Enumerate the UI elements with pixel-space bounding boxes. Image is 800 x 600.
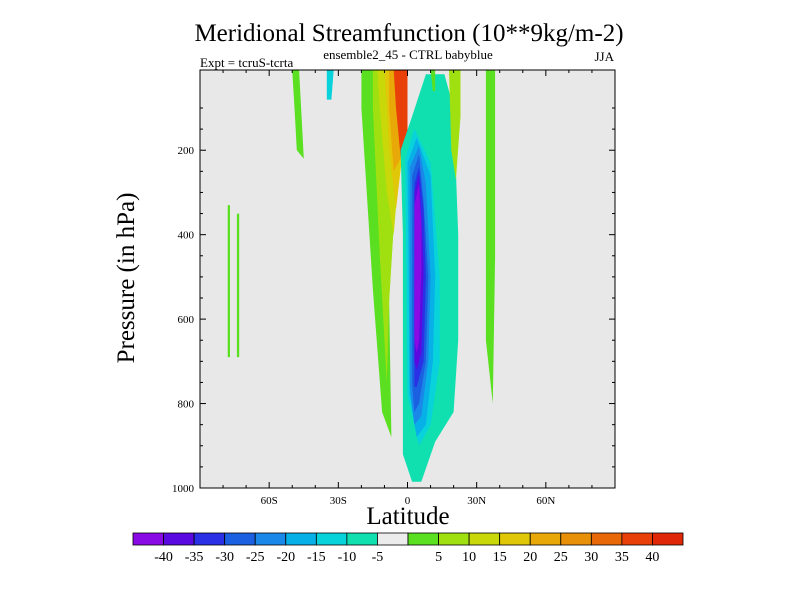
y-tick-label: 800 (178, 399, 195, 411)
contour-fill-group (227, 70, 496, 482)
contour-region-0 (227, 205, 230, 358)
contour-region-1 (236, 213, 240, 358)
colorbar-swatch (499, 532, 531, 546)
colorbar-label: 25 (554, 550, 568, 565)
colorbar-label: 20 (523, 550, 537, 565)
contour-region-9 (393, 70, 408, 157)
contour-region-3 (326, 70, 334, 100)
x-axis-label: Latitude (366, 503, 449, 530)
colorbar-swatch (407, 532, 439, 546)
colorbar-label: 5 (435, 550, 442, 565)
colorbar-swatch (590, 532, 623, 546)
colorbar-swatch (652, 532, 684, 546)
colorbar-swatch (285, 532, 317, 546)
colorbar-label: -40 (154, 550, 173, 565)
chart-subtitle: ensemble2_45 - CTRL babyblue (323, 47, 493, 62)
y-axis-label: Pressure (in hPa) (113, 193, 140, 364)
x-tick-label: 30S (330, 495, 347, 507)
colorbar-swatch (132, 532, 164, 546)
colorbar-swatch (224, 532, 256, 546)
colorbar (132, 532, 684, 546)
colorbar-label: 35 (615, 550, 629, 565)
contour-region-2 (292, 70, 304, 159)
experiment-annotation: Expt = tcruS-tcrta (200, 55, 293, 70)
contour-region-18 (430, 70, 436, 92)
colorbar-swatch (315, 532, 348, 546)
colorbar-label: -20 (276, 550, 295, 565)
colorbar-swatch (254, 532, 287, 546)
x-tick-label: 60S (261, 495, 278, 507)
colorbar-swatch (193, 532, 226, 546)
y-tick-label: 200 (178, 145, 195, 157)
colorbar-swatch (377, 532, 409, 546)
colorbar-label: -15 (307, 550, 326, 565)
colorbar-swatch (468, 532, 501, 546)
colorbar-label: 10 (462, 550, 476, 565)
colorbar-label: -10 (338, 550, 357, 565)
x-axis-ticks: 60S 30S 0 30N 60N (222, 70, 593, 507)
colorbar-swatch (438, 532, 470, 546)
contour-region-17 (414, 184, 422, 353)
colorbar-swatch (560, 532, 592, 546)
colorbar-label: -30 (215, 550, 234, 565)
colorbar-swatch (346, 532, 378, 546)
colorbar-label: -5 (372, 550, 384, 565)
colorbar-label: 30 (584, 550, 598, 565)
y-tick-label: 1000 (172, 483, 195, 495)
chart-title: Meridional Streamfunction (10**9kg/m-2) (194, 20, 623, 47)
y-tick-label: 400 (178, 230, 195, 242)
contour-region-20 (485, 70, 496, 404)
contour-region-19 (449, 70, 461, 180)
x-tick-label: 60N (536, 495, 555, 507)
colorbar-label: 15 (493, 550, 507, 565)
x-tick-label: 30N (467, 495, 486, 507)
y-tick-label: 600 (178, 314, 195, 326)
colorbar-label: -35 (185, 550, 204, 565)
x-tick-label: 0 (405, 495, 411, 507)
colorbar-swatch (163, 532, 195, 546)
season-annotation: JJA (594, 49, 614, 64)
colorbar-swatch (529, 532, 562, 546)
colorbar-label: 40 (645, 550, 659, 565)
colorbar-label: -25 (246, 550, 265, 565)
colorbar-swatch (621, 532, 653, 546)
y-axis-ticks: 200 400 600 800 1000 (172, 107, 615, 495)
colorbar-labels: -40 -35 -30 -25 -20 -15 -10 -5 5 10 15 20 25 30 35 40 (154, 550, 659, 565)
